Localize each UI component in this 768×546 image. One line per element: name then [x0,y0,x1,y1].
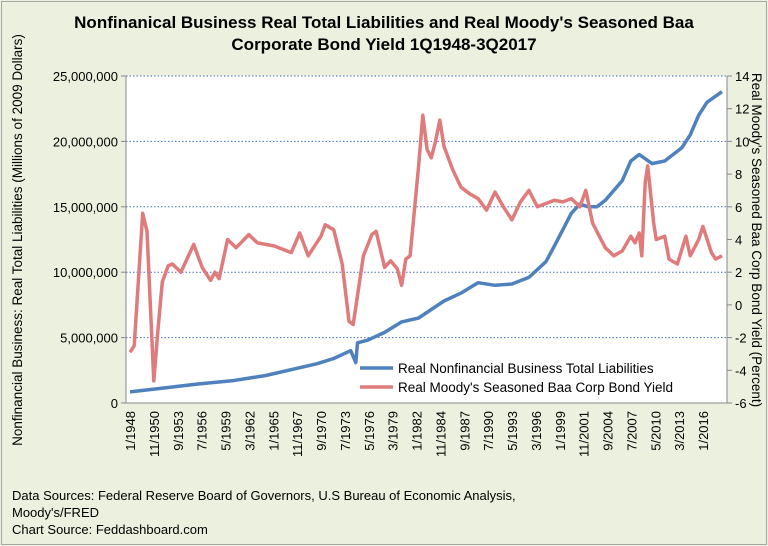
x-tick-label: 3/1979 [386,411,401,451]
y2-tick-label: 6 [735,200,742,215]
x-tick-label: 5/1993 [505,411,520,451]
series-line-liabilities [129,90,724,394]
x-tick-label: 11/1984 [433,411,448,457]
y-axis-title: Nonfinancial Business: Real Total Liabil… [10,34,25,446]
y-tick-label: 0 [111,396,118,411]
x-tick-label: 1/1999 [553,411,568,451]
y-tick-label: 25,000,000 [53,69,118,84]
legend-label: Real Nonfinancial Business Total Liabili… [398,361,654,376]
y2-tick-label: -4 [735,363,747,378]
x-tick-label: 9/1953 [171,411,186,451]
legend-label: Real Moody's Seasoned Baa Corp Bond Yiel… [398,380,673,395]
y2-tick-label: 8 [735,167,742,182]
x-tick-label: 3/1962 [242,411,257,451]
x-tick-label: 7/1990 [481,411,496,451]
title-line-2: Corporate Bond Yield 1Q1948-3Q2017 [231,35,537,54]
title-line-1: Nonfinanical Business Real Total Liabili… [74,13,694,32]
x-tick-label: 1/2016 [696,411,711,451]
y-tick-label: 5,000,000 [60,331,118,346]
y2-tick-label: 10 [735,134,749,149]
y2-tick-label: 14 [735,69,749,84]
y-tick-label: 15,000,000 [53,200,118,215]
x-tick-label: 11/1967 [290,411,305,457]
x-tick-label: 7/2007 [624,411,639,451]
source-line-2: Moody's/FRED [12,505,100,520]
y-tick-label: 10,000,000 [53,265,118,280]
source-line-3: Chart Source: Feddashboard.com [12,522,208,537]
x-tick-label: 1/1948 [123,411,138,451]
y2-tick-label: -6 [735,396,747,411]
y2-tick-label: 12 [735,102,749,117]
x-tick-label: 3/1996 [529,411,544,451]
x-tick-label: 9/2004 [601,411,616,451]
x-tick-label: 1/1982 [410,411,425,451]
x-tick-label: 5/2010 [648,411,663,451]
chart-title: Nonfinanical Business Real Total Liabili… [0,12,768,56]
sources: Data Sources: Federal Reserve Board of G… [12,487,516,538]
x-tick-label: 11/1950 [147,411,162,457]
x-tick-label: 7/1973 [338,411,353,451]
x-tick-label: 9/1987 [457,411,472,451]
x-tick-label: 5/1959 [219,411,234,451]
source-line-1: Data Sources: Federal Reserve Board of G… [12,488,516,503]
x-tick-label: 1/1965 [266,411,281,451]
y-tick-label: 20,000,000 [53,134,118,149]
x-tick-label: 3/2013 [672,411,687,451]
y2-tick-label: -2 [735,331,747,346]
y2-tick-label: 0 [735,298,742,313]
x-tick-label: 7/1956 [195,411,210,451]
y2-axis-title: Real Moody's Seasoned Baa Corp Bond Yiel… [749,73,764,407]
x-tick-label: 11/2001 [577,411,592,457]
x-tick-label: 5/1976 [362,411,377,451]
x-tick-label: 9/1970 [314,411,329,451]
y2-tick-label: 4 [735,233,742,248]
y2-tick-label: 2 [735,265,742,280]
